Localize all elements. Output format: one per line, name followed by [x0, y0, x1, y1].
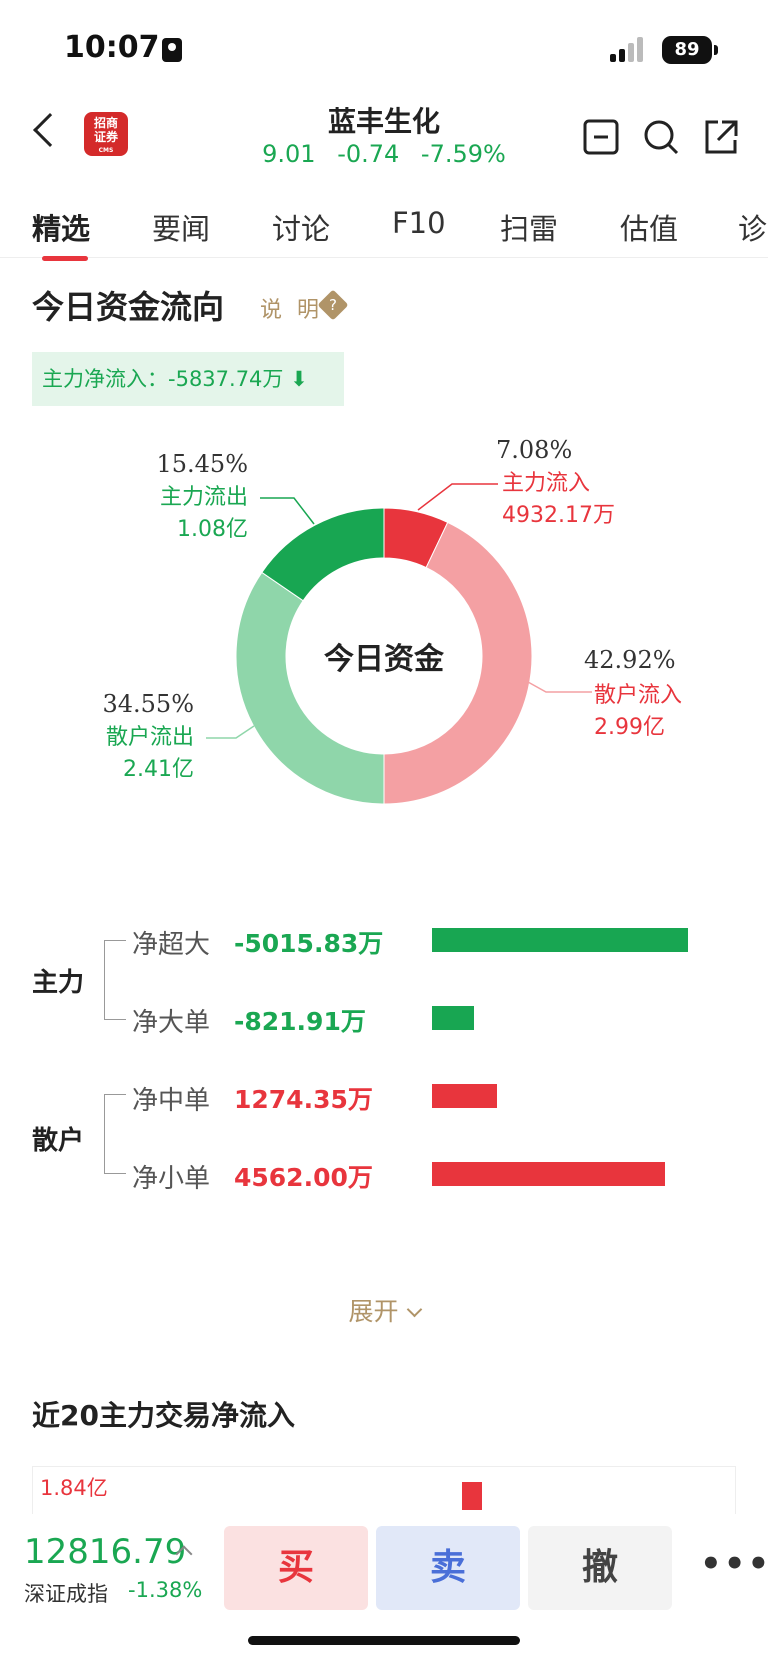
expand-label: 展开 [348, 1297, 399, 1326]
net-inflow-badge: 主力净流入：-5837.74万 ⬇ [32, 352, 344, 406]
flow-bar-large [432, 1006, 474, 1030]
expand-button[interactable]: 展开 [0, 1292, 768, 1328]
bracket-retail [104, 1094, 126, 1174]
flow-bar-super-large [432, 928, 688, 952]
recent-chart-bar [462, 1482, 482, 1510]
flow-bar-medium [432, 1084, 497, 1108]
recent-flow-chart [32, 1466, 736, 1526]
recent-chart-max-label: 1.84亿 [40, 1476, 108, 1500]
flow-label-large: 净大单 [132, 1008, 211, 1038]
flow-value-small: 4562.00万 [234, 1163, 373, 1192]
battery-icon: 89 [662, 36, 712, 64]
logo-text-small: CMS [98, 147, 114, 154]
callout-lines [206, 483, 592, 739]
tab-valuation[interactable]: 估值 [620, 212, 679, 246]
flow-label-small: 净小单 [132, 1164, 211, 1194]
logo-text-top: 招商 [93, 116, 118, 130]
tab-f10[interactable]: F10 [392, 206, 446, 240]
section-title-recent-20: 近20主力交易净流入 [32, 1399, 295, 1432]
broker-logo: 招商 证券 CMS [84, 112, 128, 156]
tab-discussion[interactable]: 讨论 [272, 212, 331, 246]
tab-risk-scan[interactable]: 扫雷 [500, 212, 559, 246]
flow-value-medium: 1274.35万 [234, 1085, 373, 1114]
index-change: -1.38% [128, 1578, 203, 1602]
sell-button[interactable]: 卖 [376, 1526, 520, 1610]
flow-label-medium: 净中单 [132, 1086, 211, 1116]
capital-flow-donut [235, 507, 533, 805]
retail-outflow-label: 散户流出 [105, 725, 194, 750]
retail-outflow-amount: 2.41亿 [123, 757, 194, 782]
main-outflow-pct: 15.45% [156, 450, 248, 478]
tab-featured[interactable]: 精选 [32, 212, 91, 246]
cellular-signal-icon [610, 36, 650, 62]
donut-slice-retail-outflow [235, 571, 385, 805]
minus-square-icon[interactable] [582, 118, 620, 156]
chevron-down-icon [406, 1301, 422, 1318]
active-tab-indicator [42, 256, 88, 261]
tab-diagnosis[interactable]: 诊 [738, 212, 768, 246]
stock-quote: 9.01 -0.74 -7.59% [262, 140, 506, 168]
battery-tip [714, 45, 718, 55]
group-label-retail: 散户 [32, 1126, 85, 1156]
share-icon[interactable] [702, 118, 740, 156]
flow-value-super-large: -5015.83万 [234, 929, 384, 958]
main-outflow-label: 主力流出 [159, 485, 248, 510]
group-label-main: 主力 [32, 968, 85, 998]
status-time: 10:07 [64, 30, 160, 65]
flow-bar-small [432, 1162, 665, 1186]
bracket-main [104, 940, 126, 1020]
tab-bar: 精选 要闻 讨论 F10 扫雷 估值 诊 [0, 198, 768, 258]
section-title-capital-flow: 今日资金流向 [32, 288, 225, 326]
flow-label-super-large: 净超大 [132, 930, 211, 960]
flow-value-large: -821.91万 [234, 1007, 366, 1036]
contact-card-icon [162, 38, 182, 62]
buy-button[interactable]: 买 [224, 1526, 368, 1610]
cancel-order-button[interactable]: 撤 [528, 1526, 672, 1610]
more-options-icon[interactable]: ••• [700, 1544, 768, 1584]
retail-inflow-pct: 42.92% [584, 646, 676, 674]
donut-slice-main-outflow [261, 507, 385, 602]
retail-inflow-label: 散户流入 [594, 683, 683, 708]
stock-name: 蓝丰生化 [327, 105, 440, 138]
main-inflow-label: 主力流入 [502, 471, 591, 496]
donut-slice-retail-inflow [383, 521, 533, 805]
main-inflow-pct: 7.08% [496, 436, 573, 464]
donut-center-label: 今日资金 [324, 642, 444, 677]
tab-news[interactable]: 要闻 [152, 212, 211, 246]
search-icon[interactable] [642, 118, 680, 156]
index-name: 深证成指 [24, 1582, 108, 1606]
main-inflow-amount: 4932.17万 [502, 503, 615, 528]
retail-inflow-amount: 2.99亿 [594, 715, 665, 740]
retail-outflow-pct: 34.55% [102, 690, 194, 718]
logo-text-mid: 证券 [93, 130, 118, 144]
home-indicator [248, 1636, 520, 1645]
main-outflow-amount: 1.08亿 [177, 517, 248, 542]
explain-link[interactable]: 说 明 [260, 298, 323, 323]
index-value[interactable]: 12816.79 [24, 1532, 187, 1572]
